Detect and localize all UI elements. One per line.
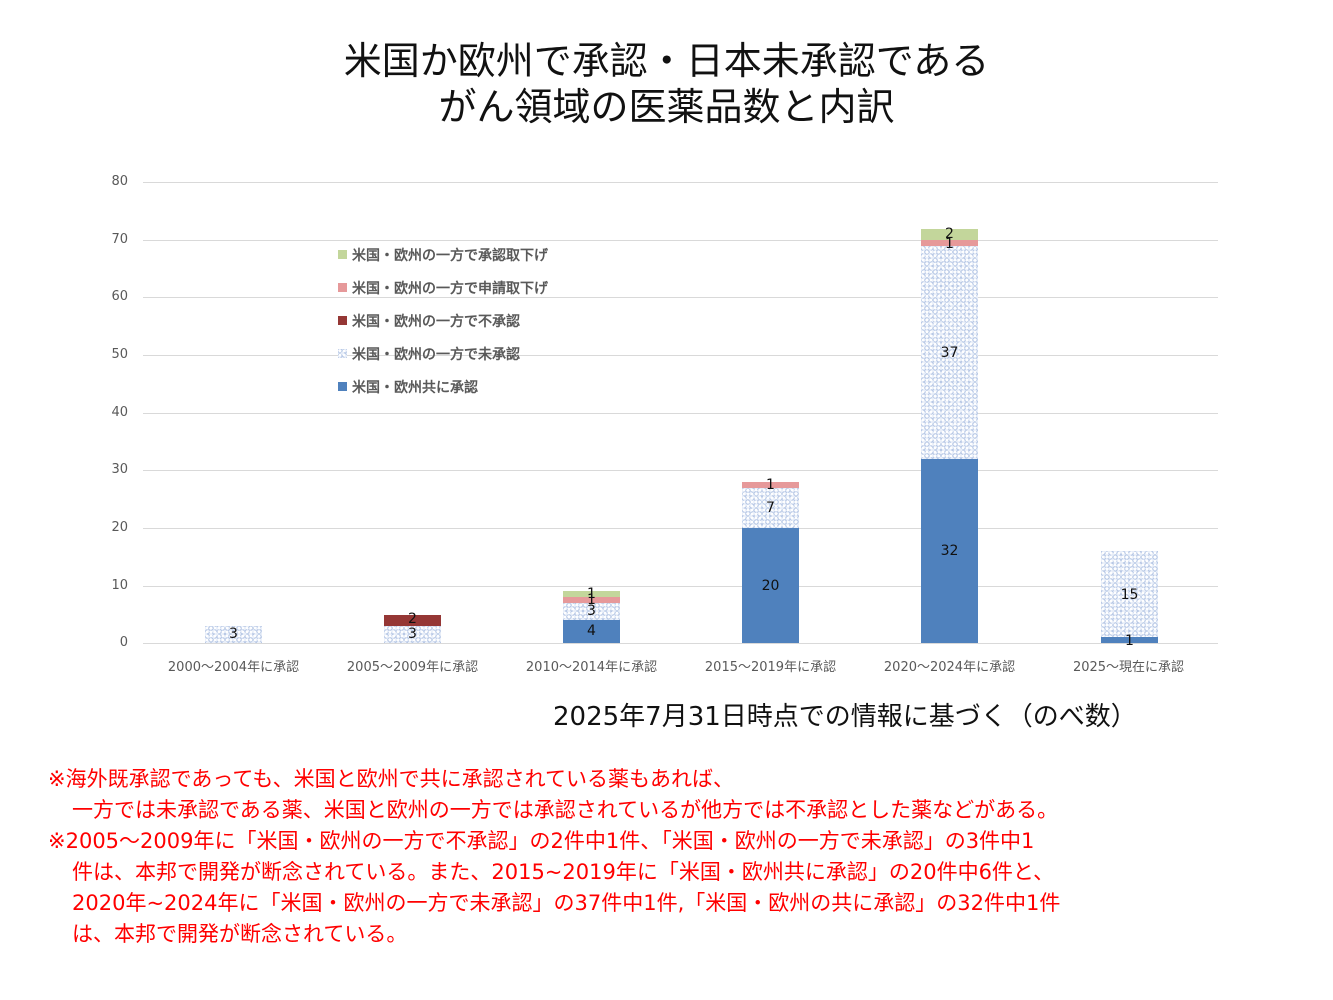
y-tick-10: 10: [111, 578, 128, 593]
label-c2-unapproved: 3: [587, 603, 596, 619]
bar-c3-unapproved: [742, 488, 799, 528]
label-c5-unapproved: 15: [1120, 587, 1139, 603]
x-label-2000-2004: 2000～2004年に承認: [167, 660, 300, 675]
gridline-30: [143, 470, 1218, 471]
bar-c2-both: [563, 620, 620, 643]
label-c3-unapproved: 7: [766, 500, 775, 516]
y-tick-30: 30: [111, 462, 128, 477]
bar-c2-unapproved: [563, 603, 620, 620]
label-c5-both: 1: [1125, 633, 1134, 649]
legend-swatch-icon: [338, 382, 347, 391]
label-c4-unapproved: 37: [940, 345, 959, 361]
y-tick-70: 70: [111, 232, 128, 247]
chart-title-line2: がん領域の医薬品数と内訳: [438, 85, 895, 129]
chart-legend: 米国・欧州の一方で承認取下げ 米国・欧州の一方で申請取下げ 米国・欧州の一方で不…: [338, 238, 548, 403]
legend-label: 米国・欧州の一方で申請取下げ: [352, 280, 548, 297]
legend-swatch-icon: [338, 316, 347, 325]
legend-item-application-withdrawn: 米国・欧州の一方で申請取下げ: [338, 271, 548, 304]
gridline-10: [143, 586, 1218, 587]
footnote-line: 件は、本邦で開発が断念されている。また、2015~2019年に「米国・欧州共に承…: [72, 860, 1055, 884]
label-c3-appwd: 1: [766, 477, 775, 493]
footnote-line: は、本邦で開発が断念されている。: [72, 922, 408, 946]
label-c2-both: 4: [587, 623, 596, 639]
gridline-70: [143, 240, 1218, 241]
label-c2-appwd: 1: [587, 592, 596, 608]
label-c4-both: 32: [940, 543, 959, 559]
label-c1-rejected: 2: [408, 611, 417, 627]
gridline-50: [143, 355, 1218, 356]
y-tick-80: 80: [111, 174, 128, 189]
gridline-20: [143, 528, 1218, 529]
chart-title-line1: 米国か欧州で承認・日本未承認である: [343, 39, 990, 83]
bar-c5-both: [1101, 637, 1158, 643]
footnote-line: 2020年~2024年に「米国・欧州の一方で未承認」の37件中1件,「米国・欧州…: [72, 891, 1061, 915]
bar-c3-both: [742, 528, 799, 643]
bar-c0-unapproved: [205, 626, 262, 643]
label-c4-appwd: 1: [945, 236, 954, 252]
footnote-line: ※海外既承認であっても、米国と欧州で共に承認されている薬もあれば、: [48, 767, 735, 791]
footnote-line: 一方では未承認である薬、米国と欧州の一方では承認されているが他方では不承認とした…: [72, 798, 1059, 822]
legend-swatch-icon: [338, 250, 347, 259]
x-label-2025-present: 2025～現在に承認: [1072, 660, 1185, 675]
gridline-60: [143, 297, 1218, 298]
bar-c4-appwd: [921, 240, 978, 246]
gridline-40: [143, 413, 1218, 414]
label-c0-unapproved: 3: [229, 626, 238, 642]
footnote-line: ※2005～2009年に「米国・欧州の一方で不承認」の2件中1件、「米国・欧州の…: [48, 829, 1035, 853]
bar-c5-unapproved: [1101, 551, 1158, 637]
bar-c2-apprwd: [563, 591, 620, 597]
label-c1-unapproved: 3: [408, 626, 417, 642]
label-c3-both: 20: [761, 578, 780, 594]
bar-c1-unapproved: [384, 626, 441, 643]
x-label-2020-2024: 2020～2024年に承認: [883, 660, 1016, 675]
gridline-80: [143, 182, 1218, 183]
x-label-2015-2019: 2015～2019年に承認: [704, 660, 837, 675]
x-label-2005-2009: 2005～2009年に承認: [346, 660, 479, 675]
legend-label: 米国・欧州の一方で未承認: [352, 346, 520, 363]
bar-c2-appwd: [563, 597, 620, 603]
bar-c4-unapproved: [921, 246, 978, 459]
legend-item-approval-withdrawn: 米国・欧州の一方で承認取下げ: [338, 238, 548, 271]
legend-label: 米国・欧州の一方で承認取下げ: [352, 247, 548, 264]
data-date-note: 2025年7月31日時点での情報に基づく（のべ数）: [553, 702, 1137, 732]
bar-c4-both: [921, 459, 978, 643]
y-tick-20: 20: [111, 520, 128, 535]
footnotes: ※海外既承認であっても、米国と欧州で共に承認されている薬もあれば、 一方では未承…: [48, 764, 1060, 950]
legend-swatch-icon: [338, 283, 347, 292]
label-c2-apprwd: 1: [587, 586, 596, 602]
legend-item-rejected: 米国・欧州の一方で不承認: [338, 304, 548, 337]
x-label-2010-2014: 2010～2014年に承認: [525, 660, 658, 675]
legend-swatch-icon: [338, 349, 347, 358]
y-tick-40: 40: [111, 405, 128, 420]
legend-label: 米国・欧州の一方で不承認: [352, 313, 520, 330]
y-tick-60: 60: [111, 289, 128, 304]
label-c4-apprwd: 2: [945, 226, 954, 242]
legend-label: 米国・欧州共に承認: [352, 379, 478, 396]
y-tick-50: 50: [111, 347, 128, 362]
x-axis-line: [143, 643, 1218, 644]
bar-c1-rejected: [384, 615, 441, 626]
y-tick-0: 0: [119, 635, 128, 650]
legend-item-approved-both: 米国・欧州共に承認: [338, 370, 548, 403]
bar-c3-appwd: [742, 482, 799, 488]
legend-item-unapproved-one-side: 米国・欧州の一方で未承認: [338, 337, 548, 370]
bar-c4-apprwd: [921, 229, 978, 240]
